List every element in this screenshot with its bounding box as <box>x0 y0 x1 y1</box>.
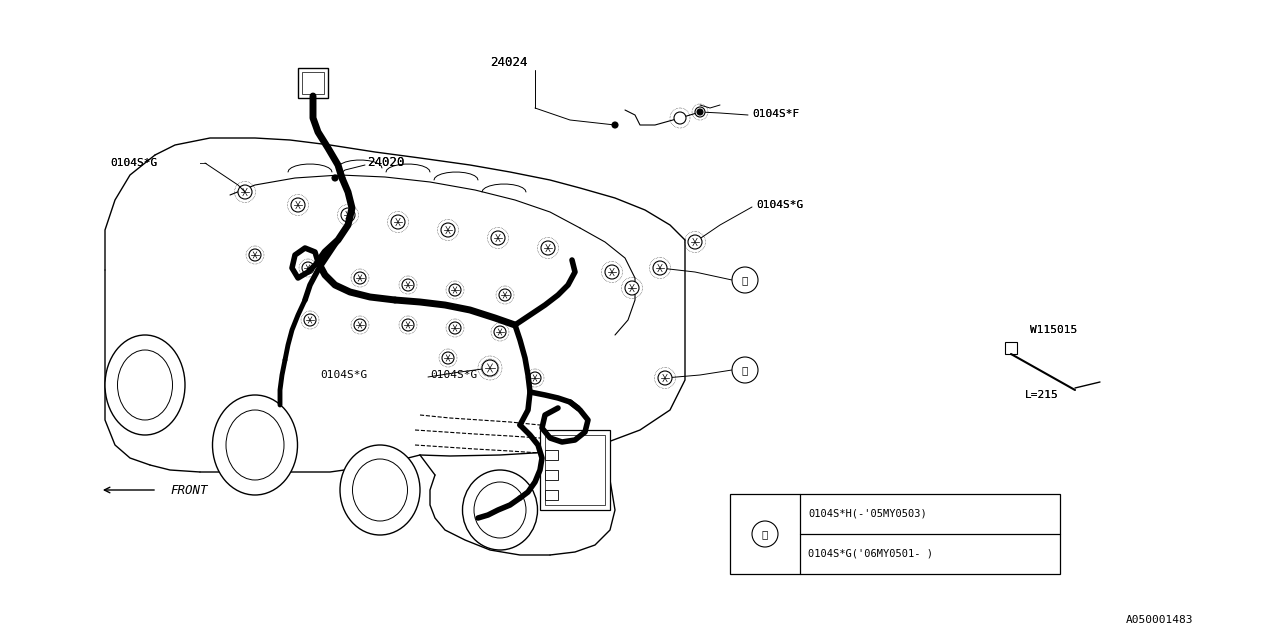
Text: ①: ① <box>742 365 748 375</box>
Circle shape <box>732 357 758 383</box>
Circle shape <box>675 112 686 124</box>
Circle shape <box>442 352 454 364</box>
Circle shape <box>612 122 618 128</box>
Bar <box>302 72 324 94</box>
Circle shape <box>442 223 454 237</box>
Text: ①: ① <box>762 529 768 539</box>
Bar <box>540 430 611 510</box>
Ellipse shape <box>212 395 297 495</box>
Text: 0104S*G: 0104S*G <box>756 200 804 210</box>
Text: L=215: L=215 <box>1025 390 1059 400</box>
Bar <box>545 435 605 505</box>
Text: 0104S*G('06MY0501- ): 0104S*G('06MY0501- ) <box>808 549 933 559</box>
Circle shape <box>484 362 497 374</box>
Circle shape <box>689 235 701 249</box>
Circle shape <box>529 372 541 384</box>
Text: 0104S*F: 0104S*F <box>753 109 799 119</box>
Circle shape <box>449 322 461 334</box>
Circle shape <box>499 289 511 301</box>
Circle shape <box>695 107 705 117</box>
Bar <box>1005 342 1018 354</box>
Text: L=215: L=215 <box>1025 390 1059 400</box>
Bar <box>545 490 558 500</box>
Circle shape <box>332 175 338 181</box>
Circle shape <box>492 231 506 245</box>
Ellipse shape <box>118 350 173 420</box>
Text: FRONT: FRONT <box>170 483 207 497</box>
Circle shape <box>355 272 366 284</box>
Circle shape <box>625 281 639 295</box>
Text: 0104S*G: 0104S*G <box>320 370 367 380</box>
Circle shape <box>402 319 413 331</box>
Circle shape <box>250 249 261 261</box>
Circle shape <box>302 262 314 274</box>
Circle shape <box>698 109 703 115</box>
Circle shape <box>494 326 506 338</box>
Circle shape <box>305 314 316 326</box>
Ellipse shape <box>227 410 284 480</box>
Circle shape <box>732 267 758 293</box>
Text: 24024: 24024 <box>490 56 527 68</box>
Circle shape <box>605 265 620 279</box>
Circle shape <box>390 215 404 229</box>
Ellipse shape <box>462 470 538 550</box>
Circle shape <box>753 521 778 547</box>
Circle shape <box>541 241 556 255</box>
Text: W115015: W115015 <box>1030 325 1078 335</box>
Text: 0104S*G: 0104S*G <box>756 200 804 210</box>
Circle shape <box>658 371 672 385</box>
Text: ①: ① <box>742 275 748 285</box>
Bar <box>298 68 328 98</box>
Text: 24020: 24020 <box>367 157 404 170</box>
Text: A050001483: A050001483 <box>1126 615 1194 625</box>
Text: 24024: 24024 <box>490 56 527 68</box>
Circle shape <box>402 279 413 291</box>
Bar <box>730 494 1060 574</box>
Text: 0104S*G: 0104S*G <box>110 158 157 168</box>
Circle shape <box>355 319 366 331</box>
Ellipse shape <box>340 445 420 535</box>
Circle shape <box>449 284 461 296</box>
Ellipse shape <box>105 335 186 435</box>
Text: 0104S*F: 0104S*F <box>753 109 799 119</box>
Ellipse shape <box>352 459 407 521</box>
Ellipse shape <box>474 482 526 538</box>
Circle shape <box>291 198 305 212</box>
Circle shape <box>483 360 498 376</box>
Circle shape <box>340 208 355 222</box>
Circle shape <box>238 185 252 199</box>
Text: 0104S*G: 0104S*G <box>430 370 477 380</box>
Text: W115015: W115015 <box>1030 325 1078 335</box>
Text: —: — <box>200 158 207 168</box>
Bar <box>545 470 558 480</box>
Text: 0104S*H(-'05MY0503): 0104S*H(-'05MY0503) <box>808 509 927 519</box>
Text: 24020: 24020 <box>367 157 404 170</box>
Text: 0104S*G: 0104S*G <box>110 158 157 168</box>
Circle shape <box>653 261 667 275</box>
Bar <box>545 450 558 460</box>
